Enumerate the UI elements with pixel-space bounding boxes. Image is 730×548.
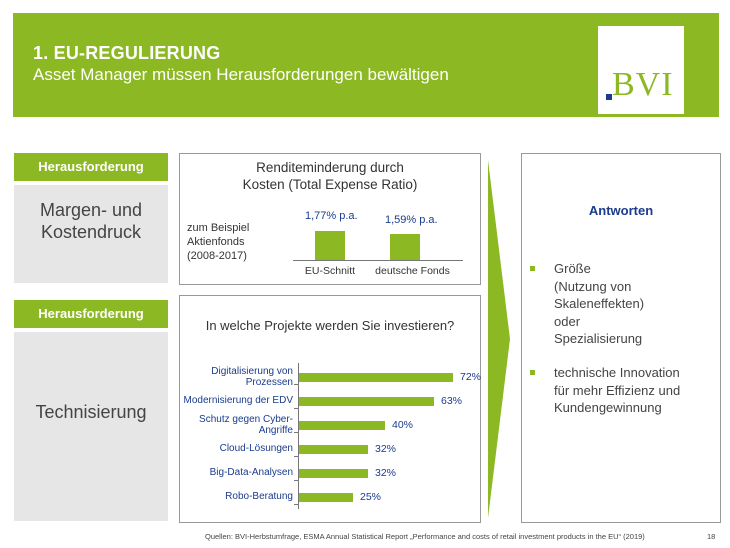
challenge-label-1: Margen- und Kostendruck xyxy=(39,200,143,242)
project-value-label: 32% xyxy=(375,443,397,455)
ter-chart-panel: Renditeminderung durch Kosten (Total Exp… xyxy=(179,153,481,285)
project-bar xyxy=(299,421,385,430)
ter-chart-title: Renditeminderung durch Kosten (Total Exp… xyxy=(242,160,418,192)
project-value-label: 32% xyxy=(375,467,397,479)
ter-bar-eu xyxy=(315,231,345,260)
ter-category-de: deutsche Fonds xyxy=(375,265,450,277)
project-value-label: 25% xyxy=(360,491,382,503)
answers-panel: Antworten Größe (Nutzung von Skaleneffek… xyxy=(521,153,721,523)
challenge-box-1: Margen- und Kostendruck xyxy=(14,185,168,283)
challenge-tag-1: Herausforderung xyxy=(14,153,168,181)
page-number: 18 xyxy=(707,532,716,541)
project-axis-tick xyxy=(294,480,298,481)
header-banner: 1. EU-REGULIERUNG Asset Manager müssen H… xyxy=(13,13,719,117)
answer-item-1: Größe (Nutzung von Skaleneffekten) oder … xyxy=(554,261,645,346)
project-axis-tick xyxy=(294,504,298,505)
ter-label-de: 1,59% p.a. xyxy=(385,214,438,226)
logo-dot-icon xyxy=(606,94,612,100)
section-title: 1. EU-REGULIERUNG xyxy=(33,43,221,63)
right-arrow-icon xyxy=(488,160,510,518)
challenge-box-2: Technisierung xyxy=(14,332,168,521)
ter-label-eu: 1,77% p.a. xyxy=(305,210,358,222)
project-value-label: 72% xyxy=(460,371,482,383)
ter-axis xyxy=(293,260,463,261)
ter-example-note: zum Beispiel Aktienfonds (2008-2017) xyxy=(187,222,250,262)
project-value-label: 63% xyxy=(441,395,463,407)
project-axis-tick xyxy=(294,432,298,433)
logo-text: BVI xyxy=(612,66,674,103)
bullet-icon xyxy=(530,370,535,375)
project-category-label: Modernisierung der EDV xyxy=(183,395,294,406)
source-footnote: Quellen: BVI-Herbstumfrage, ESMA Annual … xyxy=(205,532,645,541)
project-axis-tick xyxy=(294,456,298,457)
section-subtitle: Asset Manager müssen Herausforderungen b… xyxy=(33,65,449,84)
project-axis-tick xyxy=(294,384,298,385)
project-bar xyxy=(299,469,368,478)
project-category-label: Schutz gegen Cyber- Angriffe xyxy=(199,414,293,436)
projects-chart-title: In welche Projekte werden Sie investiere… xyxy=(205,318,455,333)
project-value-label: 40% xyxy=(392,419,414,431)
challenge-tag-2: Herausforderung xyxy=(14,300,168,328)
answers-title: Antworten xyxy=(588,203,654,218)
project-bar xyxy=(299,493,353,502)
project-axis-tick xyxy=(294,408,298,409)
ter-category-eu: EU-Schnitt xyxy=(304,265,356,277)
answer-item-2: technische Innovation für mehr Effizienz… xyxy=(554,365,681,415)
project-bar xyxy=(299,397,434,406)
ter-bar-de xyxy=(390,234,420,260)
project-category-label: Big-Data-Analysen xyxy=(209,467,293,478)
project-bar xyxy=(299,373,453,382)
bullet-icon xyxy=(530,266,535,271)
project-bar xyxy=(299,445,368,454)
projects-axis xyxy=(298,363,299,509)
project-category-label: Digitalisierung von Prozessen xyxy=(211,366,293,388)
bvi-logo: BVI xyxy=(598,26,684,114)
project-category-label: Cloud-Lösungen xyxy=(219,443,293,454)
challenge-label-2: Technisierung xyxy=(35,402,147,422)
projects-chart-panel: In welche Projekte werden Sie investiere… xyxy=(179,295,481,523)
project-category-label: Robo-Beratung xyxy=(225,491,293,502)
